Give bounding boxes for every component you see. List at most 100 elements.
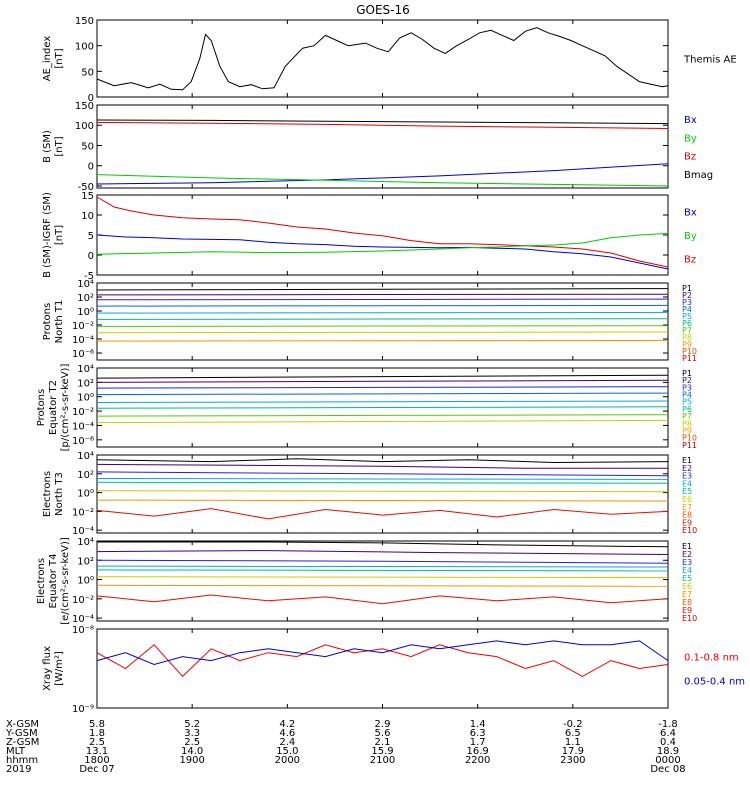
legend-label: P5: [682, 312, 692, 321]
legend-label: By: [684, 231, 697, 242]
panel-5: 10⁴ 10² 10⁰ 10⁻² 10⁻⁴ 10⁻⁶ Protons Equator T2 [p…: [36, 364, 697, 452]
series-line-bz: [96, 121, 669, 129]
legend-label: P11: [682, 354, 697, 363]
x-row-value: 2.5: [89, 737, 105, 748]
y-tick-label: 10⁰: [77, 576, 94, 587]
legend-label: P8: [682, 419, 692, 428]
x-axis-table: X-GSM 5.8 5.2 4.2 2.9 1.4 -0.2 -1.8 Y-GSM 1.8 3.3 4…: [5, 719, 686, 775]
x-row-value: 17.9: [562, 746, 584, 757]
legend-label: Bx: [684, 115, 697, 126]
y-tick-label: 10⁰: [77, 489, 94, 500]
series-line-p8: [96, 419, 669, 424]
legend-label: Bz: [684, 152, 696, 163]
y-tick-label: 150: [75, 101, 94, 112]
legend-label: P8: [682, 333, 692, 342]
legend-label: E9: [682, 518, 692, 527]
legend-label: P1: [682, 369, 692, 378]
series-line-e1: [96, 458, 669, 464]
legend-label: P1: [682, 284, 692, 293]
y-tick-label: 10⁻⁸: [72, 625, 94, 636]
y-axis-label: B (SM)-IGRF (SM): [42, 192, 53, 278]
x-row-value: 13.1: [86, 746, 108, 757]
y-tick-label: 10⁴: [77, 279, 94, 290]
x-row-label: X-GSM: [6, 719, 39, 730]
panel-frame: [96, 540, 669, 622]
y-axis-label: [nT]: [54, 136, 65, 156]
x-row-label: 2019: [6, 764, 31, 775]
series-line-e6: [96, 490, 669, 493]
x-row-value: Dec 07: [79, 764, 114, 775]
panel-3: -5 0 5 10 15 B (SM)-IGRF (SM) [nT] Bx By Bz: [42, 191, 697, 282]
y-axis-label: North T3: [54, 472, 65, 516]
legend-label: E10: [682, 526, 697, 535]
y-axis-label: [W/m²]: [54, 651, 65, 686]
series-line-bmag: [96, 119, 669, 125]
legend-label: E8: [682, 511, 692, 520]
legend-label: Bmag: [684, 170, 713, 181]
y-axis-label: Protons: [36, 389, 47, 426]
legend-label: 0.05-0.4 nm: [684, 677, 745, 688]
series-line-e4: [96, 565, 669, 568]
legend-label: P10: [682, 434, 697, 443]
legend-label: P9: [682, 426, 692, 435]
legend-label: E10: [682, 614, 697, 623]
series-line-e7: [96, 584, 669, 587]
panel-frame: [96, 104, 669, 189]
series-line-p4: [96, 304, 669, 307]
x-row-value: 1.7: [470, 737, 486, 748]
legend-label: E4: [682, 566, 692, 575]
y-tick-label: 0: [88, 93, 94, 104]
y-tick-label: 15: [81, 191, 94, 202]
x-row-value: 4.2: [279, 719, 295, 730]
series-line-p1: [96, 374, 669, 379]
y-tick-label: 50: [81, 141, 94, 152]
y-tick-label: 10⁻⁴: [72, 335, 94, 346]
y-tick-label: 10: [81, 211, 94, 222]
x-row-value: 2100: [370, 755, 395, 766]
series-line-bx: [96, 163, 669, 185]
legend-label: E3: [682, 558, 692, 567]
x-row-value: 1.4: [470, 719, 486, 730]
x-row-value: Dec 08: [650, 764, 685, 775]
y-axis-label: B (SM): [42, 130, 53, 163]
y-axis-label: [e/(cm²-s-sr-keV)]: [60, 537, 71, 625]
y-axis-label: Equator T4: [48, 554, 59, 609]
x-row-value: 6.4: [660, 728, 676, 739]
series-line-p7: [96, 414, 669, 417]
series-line-p6: [96, 318, 669, 320]
legend-label: E1: [682, 542, 692, 551]
x-row-label: Y-GSM: [5, 728, 38, 739]
legend-label: E7: [682, 503, 692, 512]
y-axis-label: Equator T2: [48, 380, 59, 435]
y-axis-label: [nT]: [54, 48, 65, 68]
y-tick-label: 100: [75, 121, 94, 132]
legend-label: E2: [682, 550, 692, 559]
legend-label: E4: [682, 479, 692, 488]
x-row-value: 15.9: [371, 746, 393, 757]
panel-frame: [96, 19, 669, 98]
legend-label: E6: [682, 495, 692, 504]
x-row-value: 6.3: [470, 728, 486, 739]
panel-8: 10⁻⁸ 10⁻⁹ Xray flux [W/m²] 0.1-0.8 nm 0.05-0.…: [42, 625, 745, 715]
y-tick-label: 5: [88, 231, 94, 242]
x-row-value: 1800: [84, 755, 109, 766]
legend-label: Bx: [684, 208, 697, 219]
series-line-e5: [96, 481, 669, 484]
y-tick-label: 10⁻⁴: [72, 526, 94, 537]
legend-label: P11: [682, 441, 697, 450]
y-tick-label: 150: [75, 16, 94, 27]
x-row-value: 5.6: [375, 728, 391, 739]
series-line-bz: [96, 196, 669, 268]
legend-label: P4: [682, 305, 692, 314]
series-line-e7: [96, 499, 669, 502]
series-line-e9: [96, 508, 669, 520]
y-axis-label: Electrons: [36, 558, 47, 604]
x-row-value: 5.8: [89, 719, 105, 730]
panel-2: -50 0 50 100 150 B (SM) [nT] Bx By Bz Bmag: [42, 101, 713, 193]
series-line-e1: [97, 541, 669, 548]
series-line-p3: [96, 298, 669, 301]
y-tick-label: 10⁻⁶: [72, 436, 94, 447]
legend-label: P2: [682, 291, 692, 300]
